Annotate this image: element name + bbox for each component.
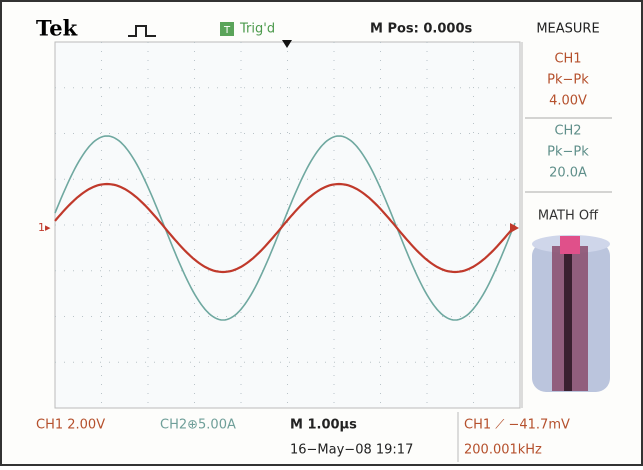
measure-channel: CH1 bbox=[554, 52, 581, 67]
trig-badge-text: T bbox=[223, 25, 231, 36]
menu-title: MEASURE bbox=[536, 22, 599, 37]
grid bbox=[55, 42, 520, 408]
math-status: MATH Off bbox=[538, 209, 599, 224]
ch1-scale: CH1 2.00V bbox=[36, 418, 105, 433]
ch2-waveform bbox=[54, 135, 516, 321]
trigger-level-marker bbox=[510, 223, 519, 233]
ch2-scale: CH2⊕5.00A bbox=[160, 418, 236, 433]
measure-value: 20.0A bbox=[549, 166, 587, 181]
cylinder-cap bbox=[560, 236, 580, 254]
cylinder-slot bbox=[564, 254, 572, 391]
trigger-position-marker bbox=[282, 40, 292, 48]
m-pos: M Pos: 0.000s bbox=[370, 22, 473, 37]
timestamp: 16−May−08 19:17 bbox=[290, 443, 413, 458]
measure-value: 4.00V bbox=[549, 94, 587, 109]
ch1-ground-marker: 1▸ bbox=[38, 221, 51, 234]
measure-type: Pk−Pk bbox=[547, 145, 589, 160]
measure-channel: CH2 bbox=[554, 124, 581, 139]
trigger-setting: CH1 ⟋ −41.7mV bbox=[464, 418, 570, 433]
cylinder-image bbox=[532, 235, 610, 392]
timebase: M 1.00µs bbox=[290, 418, 357, 433]
trigger-edge-icon bbox=[128, 25, 156, 37]
frequency: 200.001kHz bbox=[464, 443, 542, 458]
logo: Tek bbox=[36, 16, 78, 41]
trigger-status: Trig'd bbox=[239, 22, 275, 37]
trig-badge bbox=[220, 22, 234, 36]
ch1-waveform bbox=[54, 182, 516, 274]
measure-type: Pk−Pk bbox=[547, 73, 589, 88]
